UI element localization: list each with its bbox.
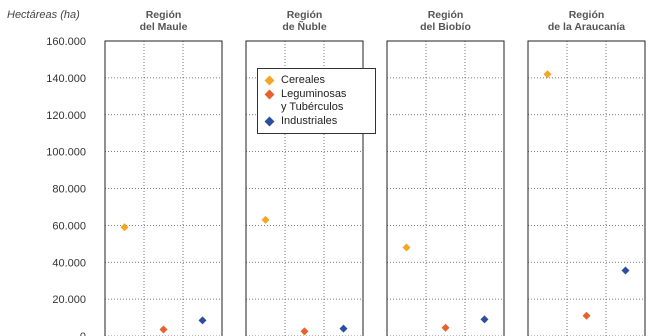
diamond-marker-icon [264, 89, 275, 100]
data-point-leguminosas-panel-3 [441, 323, 450, 332]
panel-title-araucania: Región de la Araucanía [528, 9, 645, 33]
y-tick-label: 20.000 [52, 294, 86, 306]
data-point-leguminosas-panel-1 [159, 325, 168, 334]
legend-item-cereales: Cereales [264, 74, 370, 87]
panel-title-line2: del Maule [139, 21, 188, 33]
panel-title-line1: Región [145, 9, 182, 21]
legend-label-line2: y Tubérculos [281, 101, 344, 113]
panel-title-line2: de la Araucanía [547, 21, 626, 33]
legend-label: Cereales [281, 74, 326, 86]
panel-title-line2: de Ñuble [282, 21, 327, 33]
y-tick-label: 60.000 [52, 220, 86, 232]
y-tick-label: 80.000 [52, 184, 86, 196]
y-tick-label: 160.000 [46, 36, 86, 48]
diamond-marker-icon [264, 116, 275, 127]
data-point-industriales-panel-1 [198, 316, 207, 325]
data-point-industriales-panel-2 [339, 324, 348, 333]
y-tick-label: 0 [80, 331, 86, 336]
y-tick-label: 100.000 [46, 147, 86, 159]
legend-label: Leguminosas y Tubérculos [281, 88, 346, 114]
data-point-cereales-panel-2 [261, 215, 270, 224]
legend-label-line1: Leguminosas [281, 88, 347, 100]
panel-title-nuble: Región de Ñuble [246, 9, 363, 33]
legend-label: Industriales [281, 115, 338, 127]
data-point-leguminosas-panel-2 [300, 327, 309, 336]
panel-2-frame [245, 40, 364, 336]
y-axis-unit-label: Hectáreas (ha) [7, 9, 80, 21]
data-point-cereales-panel-3 [402, 243, 411, 252]
panel-title-line1: Región [427, 9, 464, 21]
panel-title-line1: Región [286, 9, 323, 21]
data-point-cereales-panel-1 [120, 223, 129, 232]
legend-item-leguminosas: Leguminosas y Tubérculos [264, 88, 370, 114]
panel-title-line1: Región [568, 9, 605, 21]
data-point-cereales-panel-4 [543, 70, 552, 79]
data-point-industriales-panel-4 [621, 266, 630, 275]
panel-4-frame [527, 40, 646, 336]
panel-3-frame [386, 40, 505, 336]
panel-title-biobio: Región del Biobío [387, 9, 504, 33]
y-tick-label: 120.000 [46, 110, 86, 122]
panel-title-line2: del Biobío [420, 21, 471, 33]
y-tick-label: 40.000 [52, 257, 86, 269]
data-point-industriales-panel-3 [480, 315, 489, 324]
diamond-marker-icon [264, 75, 275, 86]
panel-1-frame [104, 40, 223, 336]
y-tick-label: 140.000 [46, 73, 86, 85]
legend-item-industriales: Industriales [264, 115, 370, 128]
data-point-leguminosas-panel-4 [582, 311, 591, 320]
panel-title-maule: Región del Maule [105, 9, 222, 33]
chart-legend: Cereales Leguminosas y Tubérculos Indust… [257, 68, 376, 134]
